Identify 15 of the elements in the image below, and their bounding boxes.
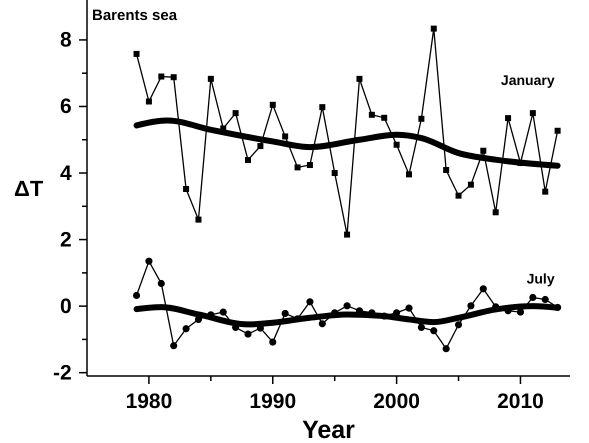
series-label: July xyxy=(526,270,555,286)
text: Barents sea xyxy=(92,7,178,24)
y-tick-label: 6 xyxy=(60,95,72,118)
x-tick-label: 2000 xyxy=(373,390,420,414)
y-tick-label: 2 xyxy=(60,228,72,252)
x-tick-label: 1980 xyxy=(126,390,172,414)
x-tick-label: 2010 xyxy=(497,390,544,414)
series-label: January xyxy=(500,72,555,88)
x-tick-label: 1990 xyxy=(249,390,296,414)
y-axis-title: ΔT xyxy=(14,176,44,201)
y-tick-label: 0 xyxy=(60,294,72,318)
x-axis-title: Year xyxy=(302,416,356,443)
y-tick-label: -2 xyxy=(53,361,72,384)
y-tick-label: 8 xyxy=(60,28,72,52)
y-tick-label: 4 xyxy=(60,162,72,185)
